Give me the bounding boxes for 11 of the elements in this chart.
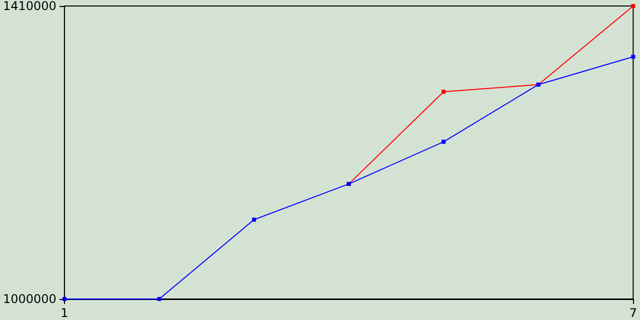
point: [442, 90, 446, 94]
point: [157, 297, 162, 301]
point: [631, 54, 636, 59]
x-tick-label: 7: [629, 306, 638, 320]
point: [252, 218, 256, 222]
point: [62, 297, 66, 301]
point: [631, 4, 636, 8]
point: [442, 140, 446, 144]
y-tick-label: 1410000: [2, 0, 56, 13]
x-tick-label: 1: [60, 306, 68, 320]
y-tick-label: 1000000: [2, 292, 56, 306]
